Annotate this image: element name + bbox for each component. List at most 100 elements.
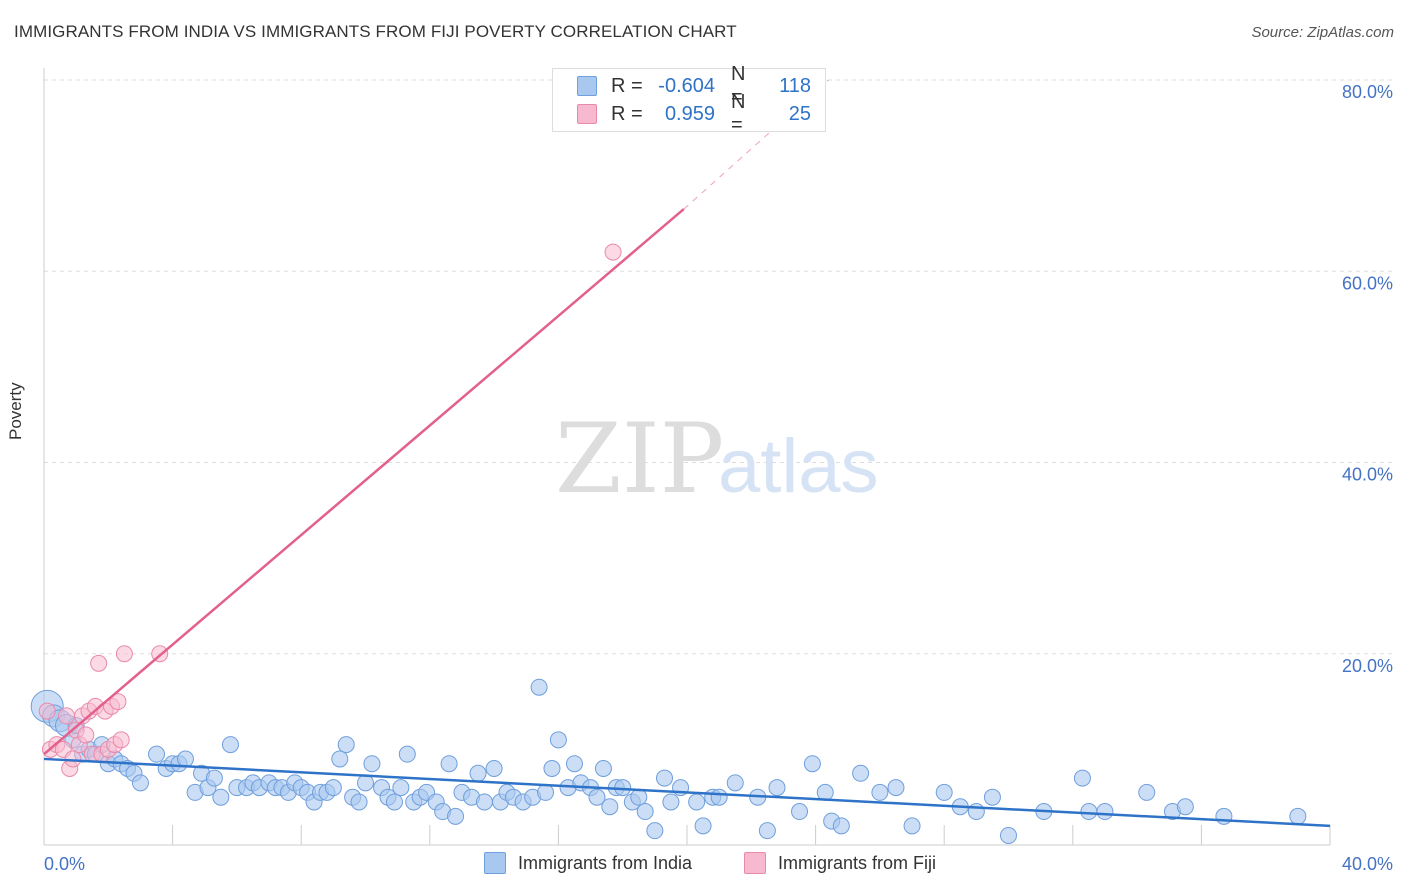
x-tick-label: 0.0% <box>44 854 85 874</box>
fiji-point <box>112 731 130 749</box>
r-value: 0.959 <box>664 102 715 125</box>
india-points <box>30 678 1307 844</box>
india-point <box>601 798 619 816</box>
india-trend-line <box>43 757 1331 828</box>
fiji-points <box>38 243 622 777</box>
india-point <box>1096 803 1114 821</box>
india-point <box>791 803 809 821</box>
india-point <box>594 760 612 777</box>
india-point <box>646 822 664 840</box>
india-point <box>1289 807 1307 825</box>
india-point <box>852 764 870 782</box>
india-point <box>221 736 239 754</box>
india-point <box>440 755 458 773</box>
chart-title: IMMIGRANTS FROM INDIA VS IMMIGRANTS FROM… <box>14 22 737 41</box>
legend-item-fiji: Immigrants from Fiji <box>744 852 936 874</box>
watermark: ZIP atlas <box>555 403 879 515</box>
india-point <box>485 760 503 777</box>
india-point <box>357 774 374 792</box>
watermark-atlas: atlas <box>718 424 879 509</box>
india-point <box>655 769 673 787</box>
r-label: R = <box>611 102 643 125</box>
legend-row-india: R = -0.604 N = 118 <box>577 63 811 108</box>
fiji-point <box>115 645 133 663</box>
fiji-point <box>109 693 127 711</box>
india-point <box>176 750 194 768</box>
fiji-point <box>90 654 108 672</box>
india-point <box>350 793 368 811</box>
legend-label-india: Immigrants from India <box>518 852 693 873</box>
tick-labels: 20.0% 40.0% 60.0% 80.0% 0.0% 40.0% <box>44 82 1393 874</box>
watermark-zip: ZIP <box>555 403 724 515</box>
india-point <box>935 783 953 801</box>
fiji-trend-line <box>43 208 685 756</box>
india-point <box>1080 803 1098 821</box>
india-point <box>363 755 381 773</box>
india-point <box>832 817 850 835</box>
x-tick-label: 40.0% <box>1342 854 1393 874</box>
india-point <box>903 817 921 835</box>
india-point <box>983 788 1001 806</box>
india-point <box>1073 769 1091 787</box>
india-point <box>630 788 648 806</box>
y-tick-label: 40.0% <box>1342 465 1393 485</box>
india-point <box>337 736 355 754</box>
india-point <box>148 745 166 763</box>
y-tick-label: 80.0% <box>1342 82 1393 102</box>
india-point <box>1138 783 1156 801</box>
legend-row-fiji: R = 0.959 N = 25 <box>577 91 811 136</box>
correlation-legend: R = -0.604 N = 118 R = 0.959 N = 25 <box>552 63 826 136</box>
fiji-swatch <box>744 852 766 874</box>
india-point <box>131 774 149 792</box>
source-label: Source: ZipAtlas.com <box>1251 24 1394 41</box>
legend-label-fiji: Immigrants from Fiji <box>778 852 937 873</box>
india-point <box>1176 798 1194 816</box>
india-point <box>398 745 416 763</box>
series-legend: Immigrants from India Immigrants from Fi… <box>0 852 1406 878</box>
n-label: N = <box>731 91 746 136</box>
fiji-point <box>58 707 76 725</box>
india-point <box>385 793 403 811</box>
india-swatch <box>577 76 597 96</box>
india-point <box>537 783 555 801</box>
legend-item-india: Immigrants from India <box>484 852 692 874</box>
n-value: 25 <box>788 102 811 125</box>
india-point <box>205 769 223 787</box>
india-point <box>816 783 834 801</box>
r-value: -0.604 <box>658 74 715 97</box>
india-point <box>662 793 680 811</box>
india-point <box>530 678 548 696</box>
y-tick-label: 60.0% <box>1342 273 1393 293</box>
india-point <box>392 779 410 797</box>
india-point <box>636 803 654 821</box>
india-point <box>694 817 712 835</box>
india-point <box>588 788 606 806</box>
india-point <box>543 760 561 777</box>
fiji-point <box>38 702 56 720</box>
india-point <box>768 779 786 797</box>
india-point <box>688 793 706 811</box>
india-point <box>549 731 567 749</box>
y-tick-label: 20.0% <box>1342 656 1393 676</box>
india-point <box>803 755 821 773</box>
india-point <box>1000 826 1017 844</box>
n-value: 118 <box>779 74 811 97</box>
fiji-point <box>604 243 622 261</box>
india-point <box>758 822 776 840</box>
fiji-swatch <box>577 104 597 124</box>
india-point <box>565 755 583 773</box>
india-point <box>1215 807 1233 825</box>
india-swatch <box>484 852 506 874</box>
india-point <box>475 793 493 811</box>
r-label: R = <box>611 74 643 97</box>
india-point <box>331 750 349 768</box>
india-point <box>469 764 487 782</box>
grid-lines <box>44 79 1395 655</box>
india-point <box>710 788 728 806</box>
india-point <box>447 807 465 825</box>
india-point <box>726 774 744 792</box>
india-point <box>212 788 230 806</box>
india-point <box>887 779 905 797</box>
n-label: N = <box>731 63 746 108</box>
